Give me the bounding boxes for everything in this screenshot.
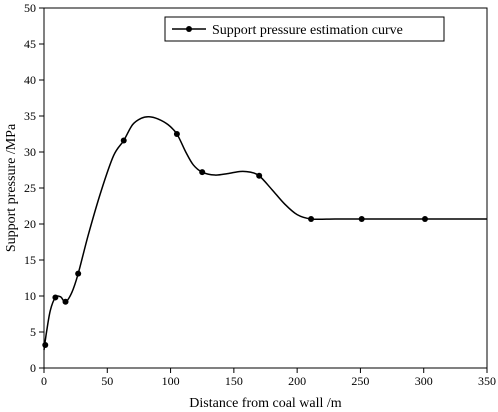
data-point	[62, 298, 69, 305]
y-tick-label: 45	[24, 37, 36, 51]
x-tick-label: 200	[288, 374, 306, 388]
series-line-support-pressure	[43, 115, 487, 351]
y-tick-label: 35	[24, 109, 36, 123]
data-point	[120, 137, 127, 144]
legend-label: Support pressure estimation curve	[212, 23, 403, 38]
x-tick-label: 150	[225, 374, 243, 388]
x-tick-label: 300	[415, 374, 433, 388]
data-point	[308, 215, 315, 222]
legend-marker-sample	[186, 26, 192, 32]
y-axis-title: Support pressure /MPa	[4, 123, 19, 252]
y-tick-label: 5	[30, 325, 36, 339]
y-tick-label: 25	[24, 181, 36, 195]
data-point	[199, 169, 206, 176]
data-point	[42, 341, 49, 348]
data-point	[173, 131, 180, 137]
x-tick-label: 250	[351, 374, 369, 388]
y-tick-label: 0	[30, 361, 36, 375]
x-tick-label: 0	[41, 374, 47, 388]
y-tick-label: 20	[24, 217, 36, 231]
data-point	[256, 172, 263, 179]
x-tick-label: 350	[478, 374, 496, 388]
y-tick-label: 30	[24, 145, 36, 159]
x-tick-label: 50	[101, 374, 113, 388]
y-tick-label: 40	[24, 73, 36, 87]
y-tick-label: 15	[24, 253, 36, 267]
legend: Support pressure estimation curve	[164, 16, 445, 42]
legend-box	[164, 16, 445, 42]
plot-frame	[43, 7, 488, 369]
x-axis-title: Distance from coal wall /m	[189, 396, 342, 411]
y-tick-label: 10	[24, 289, 36, 303]
markers-layer	[42, 131, 428, 348]
data-point	[75, 270, 82, 277]
data-point	[358, 215, 365, 222]
data-point	[421, 215, 428, 222]
ticks-layer: 0 50 100 150 200 250 300 350 0 5 10 15 20 25 30 35 40 45 5…	[24, 1, 496, 388]
y-tick-label: 50	[24, 1, 36, 15]
x-tick-label: 100	[162, 374, 180, 388]
data-point	[52, 294, 59, 301]
